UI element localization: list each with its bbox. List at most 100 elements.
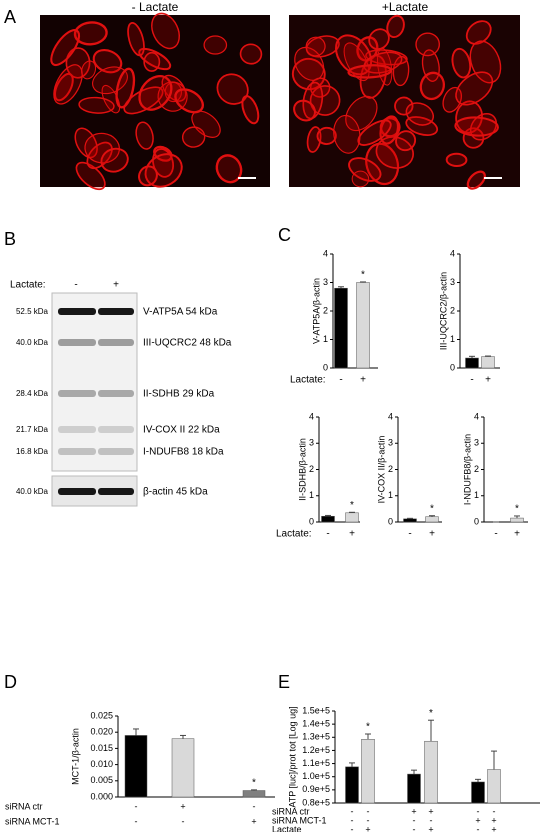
band (58, 308, 96, 315)
x-tick-label: - (470, 375, 473, 386)
bar (465, 357, 479, 369)
cell (291, 57, 326, 91)
condition-value: - (493, 806, 496, 816)
y-axis-label: III-UQCRC2/β-actin (438, 272, 448, 350)
condition-value: + (411, 806, 416, 816)
cell (445, 152, 468, 168)
significance: * (430, 503, 434, 514)
row-label: Lactate: (276, 529, 312, 540)
y-tick-label: 3 (323, 277, 328, 287)
significance: * (361, 270, 365, 281)
condition-value: - (182, 816, 185, 826)
y-tick-label: 1.4e+5 (302, 719, 330, 729)
blot-membrane (51, 292, 138, 472)
cell (454, 116, 499, 137)
y-tick-label: 0.020 (90, 727, 113, 737)
cell (191, 110, 221, 138)
cell (365, 142, 400, 186)
significance: * (429, 708, 433, 719)
bar (171, 738, 195, 798)
bar (345, 766, 359, 804)
condition-value: - (477, 824, 480, 832)
y-tick-label: 0.005 (90, 775, 113, 785)
condition-value: - (413, 824, 416, 832)
y-tick-label: 3 (474, 438, 479, 448)
bar (481, 356, 495, 369)
condition-value: + (428, 824, 433, 832)
bar (471, 781, 485, 804)
cell (78, 96, 115, 114)
band (58, 426, 96, 433)
band (98, 426, 134, 433)
bar (424, 740, 438, 804)
bar (407, 773, 421, 804)
cell (143, 51, 161, 72)
y-tick-label: 4 (474, 411, 479, 421)
band (98, 390, 134, 397)
y-tick-label: 4 (323, 248, 328, 258)
cell (305, 36, 326, 57)
y-tick-label: 0.015 (90, 743, 113, 753)
cell (455, 71, 494, 106)
lane-label: + (113, 280, 119, 291)
band (98, 308, 134, 315)
band-label: IV-COX II 22 kDa (143, 425, 220, 436)
y-axis-label: MCT-1/β-actin (70, 728, 80, 785)
cell (115, 67, 136, 109)
y-axis-label: II-SDHB/β-actin (297, 438, 307, 501)
cell (363, 51, 403, 74)
marker-label: 21.7 kDa (16, 425, 49, 434)
bar (487, 769, 501, 804)
cell (135, 121, 154, 150)
cell (405, 116, 439, 136)
marker-label: 40.0 kDa (16, 338, 49, 347)
condition-name: siRNA MCT-1 (272, 815, 327, 825)
y-tick-label: 4 (388, 411, 393, 421)
cell (181, 126, 206, 148)
band (98, 488, 134, 495)
y-axis-label: ATP [luc]/prot tot [Log ug] (287, 706, 297, 807)
cell (343, 42, 370, 82)
cell (54, 72, 74, 102)
band (98, 339, 134, 346)
cell (138, 165, 158, 187)
cell (357, 119, 392, 146)
y-tick-label: 2 (323, 305, 328, 315)
cell (293, 99, 317, 122)
blot-layer: 52.5 kDa V-ATP5A 54 kDa 40.0 kDa III-UQCRC2… (16, 307, 232, 498)
cell (215, 154, 243, 184)
band-label: III-UQCRC2 48 kDa (143, 338, 232, 349)
cell (316, 126, 337, 145)
cell (395, 130, 417, 152)
condition-name: siRNA MCT-1 (5, 816, 60, 826)
significance: * (252, 778, 256, 789)
x-tick-label: - (494, 529, 497, 540)
cell (302, 81, 324, 120)
condition-value: - (430, 815, 433, 825)
y-tick-label: 0 (323, 362, 328, 372)
panel-label: B (4, 229, 16, 249)
marker-label: 28.4 kDa (16, 389, 49, 398)
cell (386, 14, 405, 39)
y-tick-label: 3 (309, 438, 314, 448)
cell (100, 147, 129, 173)
cell (351, 170, 370, 188)
y-tick-label: 0 (474, 516, 479, 526)
bar (510, 517, 524, 523)
condition-value: + (180, 801, 185, 811)
cell (84, 132, 121, 164)
blot-lactate-label: Lactate: (10, 280, 46, 291)
y-tick-label: 1.1e+5 (302, 758, 330, 768)
band-label: I-NDUFB8 18 kDa (143, 447, 224, 458)
y-tick-label: 0 (309, 516, 314, 526)
bar (124, 735, 148, 798)
x-tick-label: - (408, 529, 411, 540)
condition-value: + (475, 815, 480, 825)
cell (239, 43, 263, 65)
condition-name: Lactate (272, 824, 302, 832)
cell (451, 47, 472, 79)
y-tick-label: 4 (450, 248, 455, 258)
y-tick-label: 2 (474, 464, 479, 474)
condition-value: + (491, 815, 496, 825)
cell (73, 21, 108, 46)
